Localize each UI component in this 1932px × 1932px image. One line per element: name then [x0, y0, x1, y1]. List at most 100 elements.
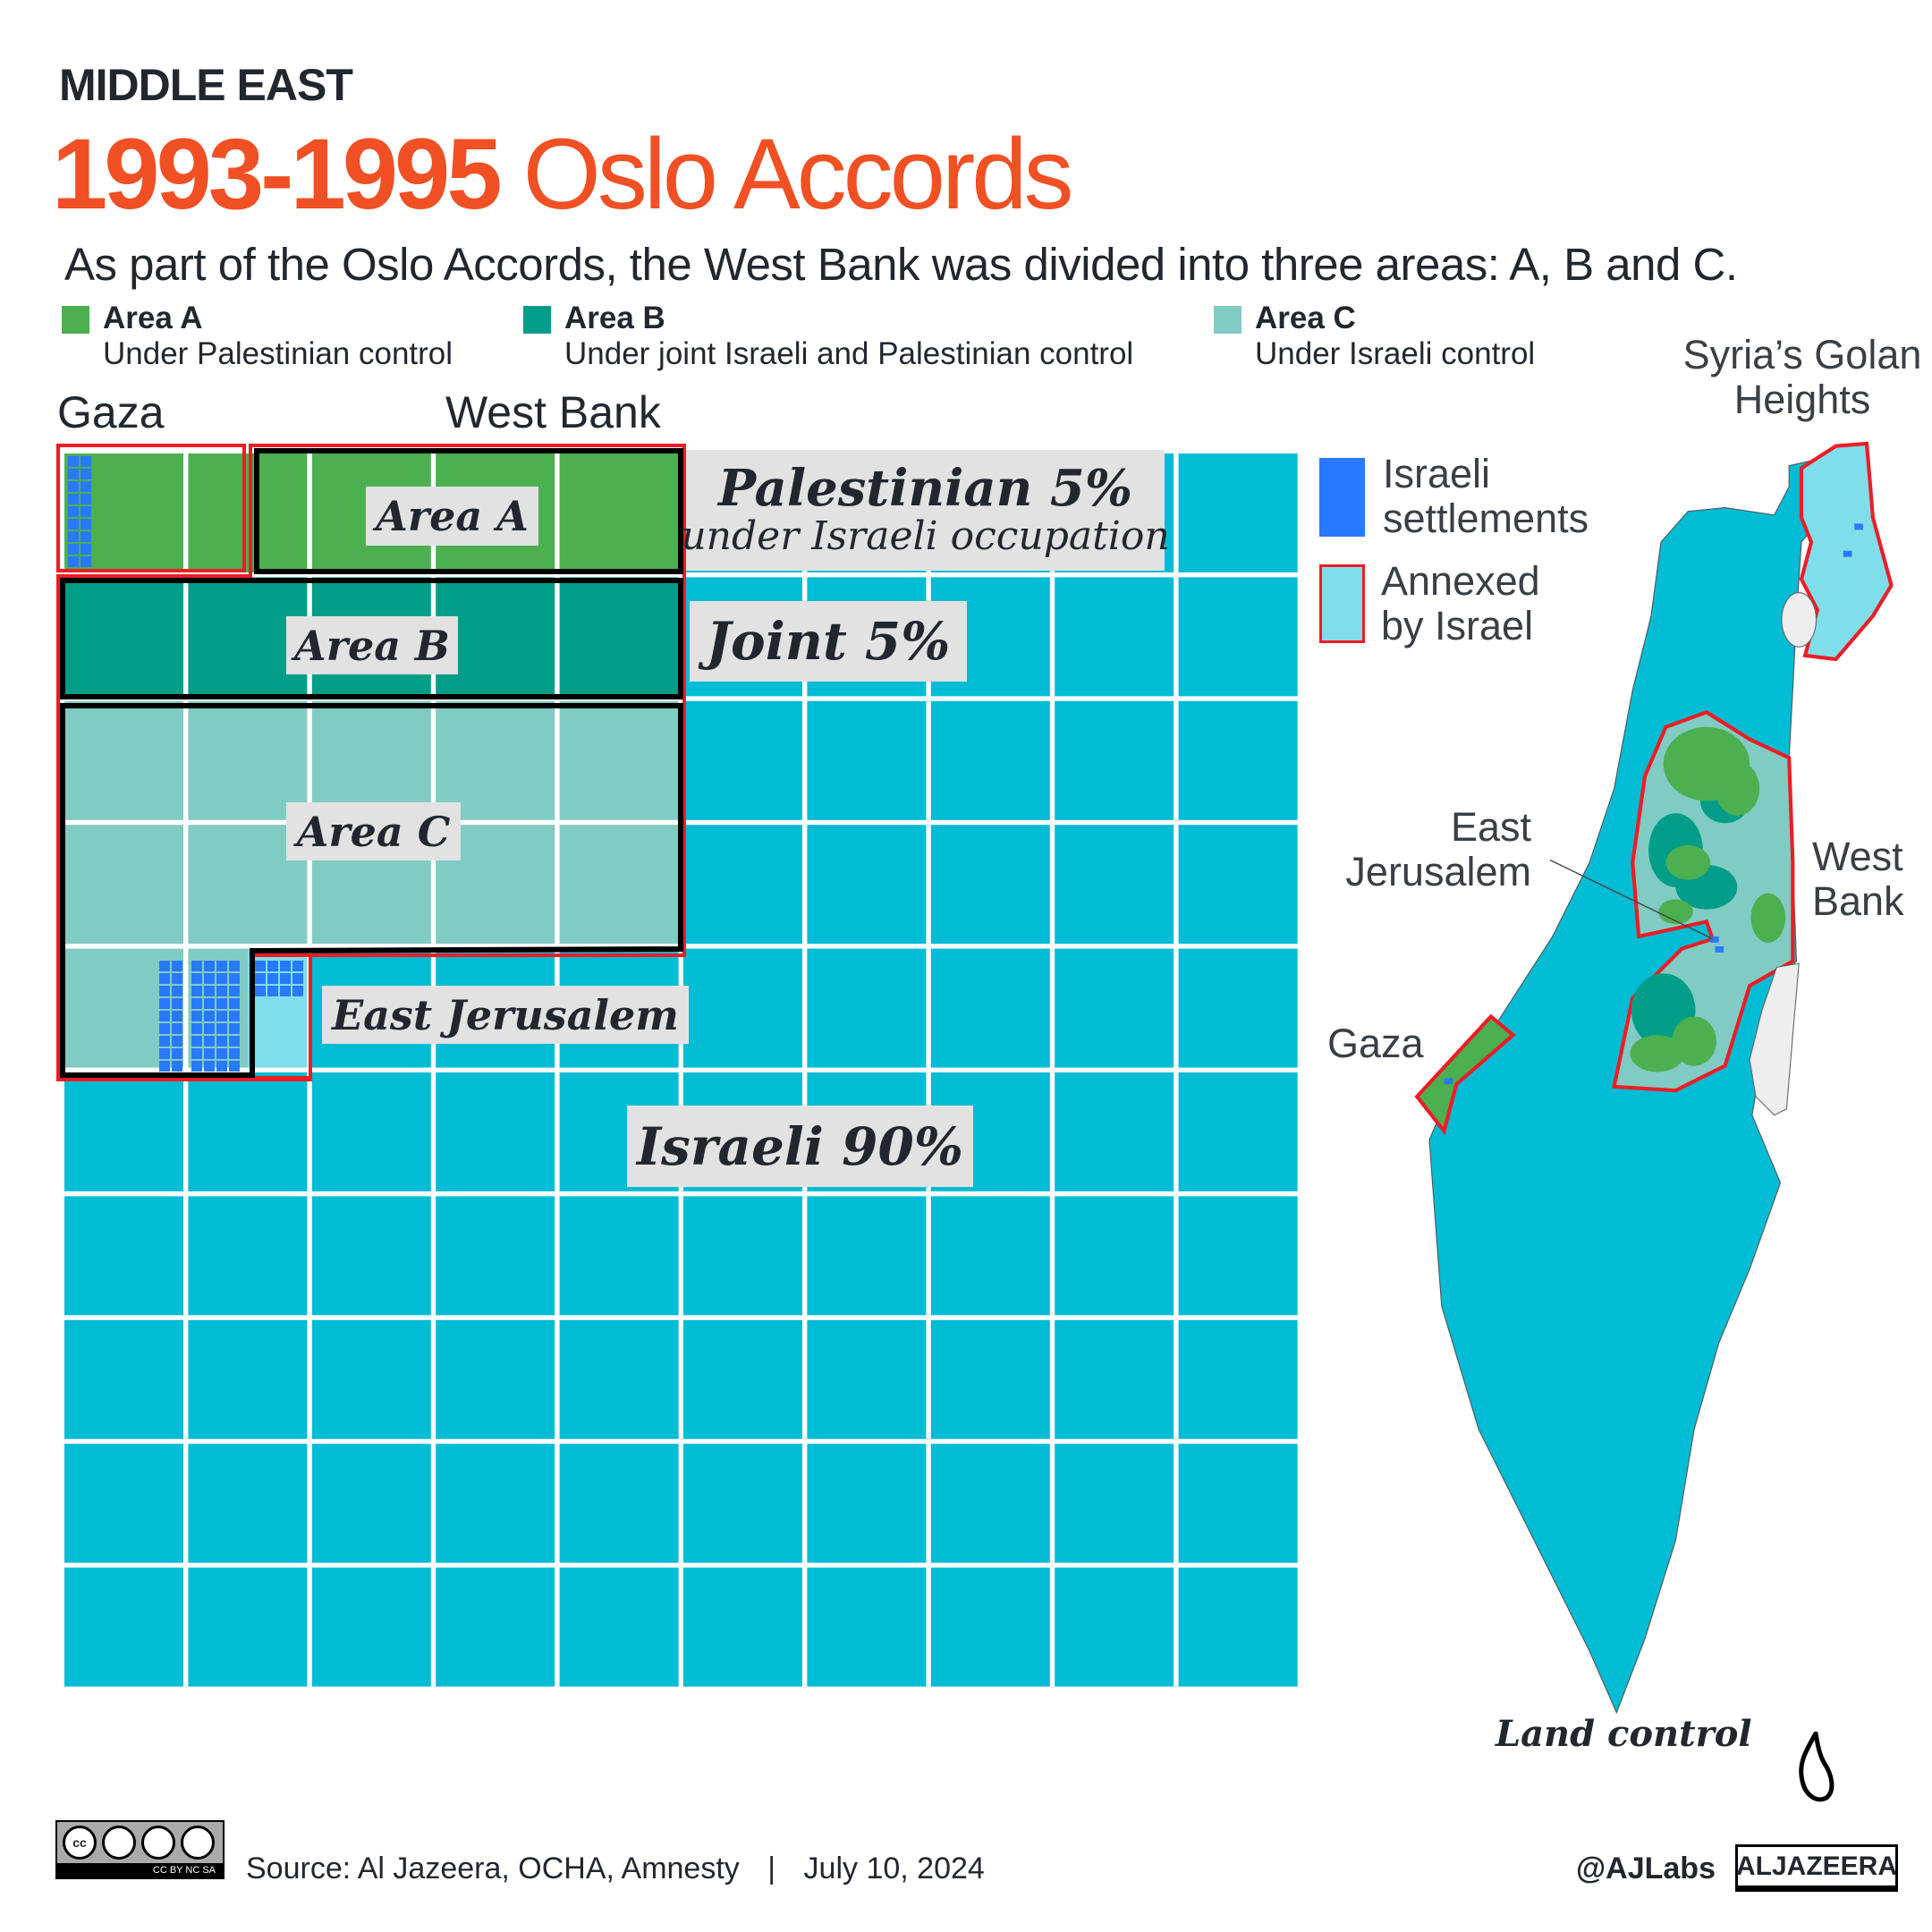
annexed-legend-swatch: [1319, 564, 1365, 643]
cell-israeli: [436, 1196, 555, 1316]
cell-israeli: [311, 1072, 431, 1191]
label-area-a: Area A: [366, 487, 538, 546]
settlement-mark-east-jerusalem: [255, 973, 266, 984]
legend-sublabel: Under joint Israeli and Palestinian cont…: [564, 336, 1134, 371]
cell-area-c: [64, 825, 183, 945]
cell-israeli: [188, 1196, 308, 1316]
cell-israeli: [311, 1319, 431, 1439]
label-israeli: Israeli 90%: [627, 1106, 973, 1187]
cell-israeli: [1178, 700, 1298, 820]
gaza-strip: [1414, 1013, 1516, 1136]
map-label-west-bank: West Bank: [1812, 834, 1904, 924]
settlement-mark-west-bank: [172, 1048, 182, 1059]
settlement-mark-east-jerusalem: [255, 961, 266, 971]
settlement-mark-west-bank: [204, 1011, 215, 1021]
settlement-mark-west-bank: [229, 1011, 240, 1021]
cell-area-c: [559, 825, 679, 945]
settlement-mark-west-bank: [216, 1011, 227, 1021]
cell-israeli: [64, 1319, 183, 1439]
settlement-mark-west-bank: [172, 1036, 182, 1046]
sa-icon: [181, 1826, 215, 1860]
settlement-mark-gaza: [80, 506, 91, 517]
cell-israeli: [930, 1319, 1050, 1439]
cell-israeli: [807, 948, 927, 1068]
section-label-gaza: Gaza: [57, 387, 165, 437]
settlement-mark-west-bank: [229, 973, 240, 984]
sea-of-galilee: [1781, 592, 1818, 648]
settlement-mark-gaza: [68, 519, 79, 530]
cell-israeli: [930, 825, 1050, 945]
handle: @AJLabs: [1576, 1852, 1716, 1885]
settlement-mark-east-jerusalem: [267, 986, 278, 996]
settlement-mark-gaza: [68, 494, 79, 504]
title-text: Oslo Accords: [522, 118, 1074, 230]
settlement-mark-gaza: [80, 544, 91, 555]
settlement-mark-west-bank: [216, 998, 227, 1009]
settlement-mark-west-bank: [229, 961, 240, 971]
east-jerusalem-pointer: [1549, 859, 1714, 940]
settlement-mark-east-jerusalem: [280, 961, 291, 971]
cell-israeli: [1178, 825, 1298, 945]
area-c-outline: [60, 703, 683, 1078]
settlement-mark-west-bank: [159, 998, 170, 1009]
settlement-mark-east-jerusalem: [292, 973, 303, 984]
cell-israeli: [807, 825, 927, 945]
settlement-mark-west-bank: [159, 1036, 170, 1046]
cell-israeli: [807, 1567, 927, 1687]
cell-israeli: [1055, 825, 1174, 945]
settlement-mark-gaza: [80, 556, 91, 567]
cell-israeli: [1178, 1319, 1298, 1439]
cell-israeli: [930, 1196, 1050, 1316]
cell-israeli: [64, 1196, 183, 1316]
settlement-mark-east-jerusalem: [255, 986, 266, 996]
settlement-mark-west-bank: [191, 973, 202, 984]
cell-israeli: [64, 1072, 183, 1191]
cell-israeli: [683, 1567, 802, 1687]
settlement-mark-gaza: [80, 531, 91, 542]
cell-israeli: [1178, 1567, 1298, 1687]
settlement-mark-west-bank: [191, 1048, 202, 1059]
cell-israeli: [1055, 948, 1174, 1068]
cell-israeli: [683, 825, 802, 945]
cell-israeli: [559, 1567, 679, 1687]
map-label-golan: Syria’s Golan Heights: [1682, 332, 1922, 422]
cell-israeli: [807, 700, 927, 820]
legend-swatch: [523, 306, 551, 334]
cc-license-badge: cc CC BY NC SA: [55, 1820, 225, 1879]
cell-israeli: [930, 1444, 1050, 1563]
map-label-gaza: Gaza: [1327, 1021, 1424, 1066]
settlement-mark-west-bank: [216, 973, 227, 984]
legend-label: Area C: [1255, 301, 1356, 335]
settlement-mark-west-bank: [191, 1023, 202, 1034]
cell-israeli: [311, 1444, 431, 1563]
cell-israeli: [1178, 1072, 1298, 1191]
legend-swatch: [1214, 306, 1241, 334]
area-b-outline: [60, 578, 683, 699]
settlement-mark-east-jerusalem: [267, 961, 278, 971]
cell-israeli: [683, 700, 802, 820]
settlement-mark-west-bank: [191, 1061, 202, 1072]
legend-label: Area B: [564, 301, 665, 335]
settlement: [1715, 945, 1724, 953]
cell-area-c: [559, 700, 679, 820]
palestinian-share: Palestinian 5%: [717, 458, 1133, 518]
settlement-mark-gaza: [80, 481, 91, 492]
cell-israeli: [188, 1072, 308, 1191]
source-text: Source: Al Jazeera, OCHA, Amnesty: [246, 1852, 740, 1885]
cell-area-a: [559, 453, 679, 572]
settlement-mark-east-jerusalem: [292, 961, 303, 971]
map-title: Land control: [1496, 1713, 1752, 1755]
settlement-mark-west-bank: [159, 961, 170, 971]
palestinian-note: under Israeli occupation: [681, 513, 1170, 559]
cell-israeli: [1178, 453, 1298, 572]
legend-sublabel: Under Israeli control: [1255, 336, 1536, 371]
separator: |: [767, 1852, 776, 1885]
aljazeera-logo-icon: [1799, 1732, 1835, 1802]
settlement-mark-gaza: [68, 481, 79, 492]
settlements-legend-swatch: [1319, 458, 1365, 537]
cell-israeli: [1055, 700, 1174, 820]
cell-israeli: [930, 948, 1050, 1068]
label-area-b: Area B: [286, 616, 458, 674]
